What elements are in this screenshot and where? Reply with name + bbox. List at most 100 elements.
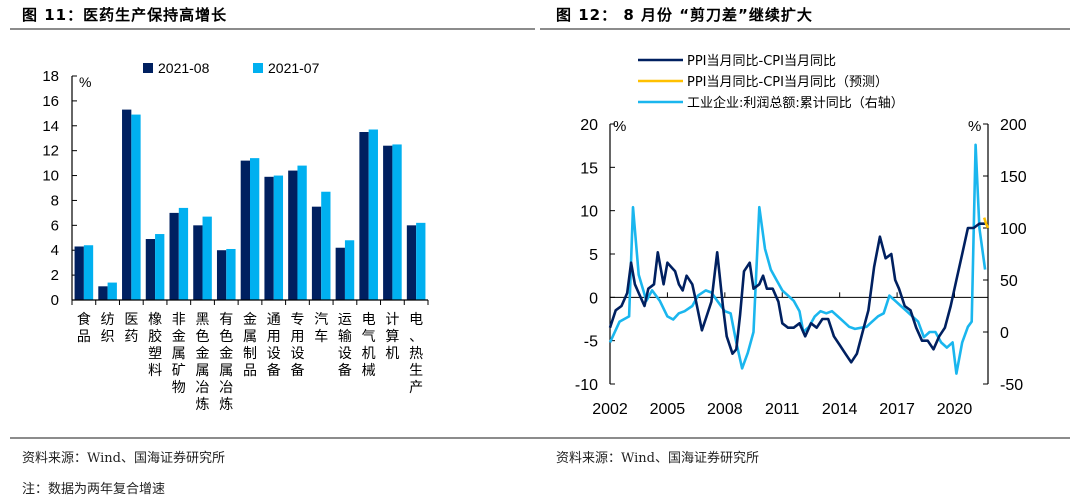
- x-tick-label-char: 用: [290, 329, 304, 345]
- bar-2021-07: [107, 282, 117, 300]
- right-y-axis-unit: %: [968, 118, 981, 135]
- x-tick-label-char: 料: [148, 363, 162, 379]
- x-tick-label-char: 、: [409, 329, 423, 345]
- bar-2021-07: [392, 144, 402, 300]
- legend-swatch: [253, 63, 263, 73]
- x-tick-label-char: 汽: [314, 312, 328, 328]
- x-tick-label: 2002: [592, 401, 628, 418]
- y-tick-label: 16: [42, 93, 59, 110]
- bar-chart-y-axis: 0 2 4 6 8 10 12 14 16 18%: [42, 68, 91, 309]
- bar-2021-08: [98, 286, 108, 300]
- bar-2021-07: [416, 222, 426, 300]
- line-chart-series: [608, 143, 990, 375]
- y-tick-label: 6: [51, 217, 59, 234]
- y-tick-label: 14: [42, 118, 59, 135]
- left-y-tick-label: 15: [580, 160, 598, 177]
- x-tick-label-char: 计: [385, 312, 399, 328]
- legend-label: 工业企业:利润总额:累计同比（右轴）: [687, 95, 904, 111]
- left-source-note: 资料来源：Wind、国海证券研究所: [22, 451, 225, 466]
- x-tick-label-char: 备: [338, 362, 352, 379]
- x-tick-label-char: 车: [314, 328, 328, 345]
- x-tick-label-char: 织: [101, 329, 115, 345]
- x-tick-label-char: 有: [219, 312, 233, 328]
- x-tick-label-char: 矿: [172, 363, 186, 379]
- bar-2021-07: [368, 129, 378, 300]
- x-tick-label-char: 属: [196, 363, 210, 379]
- x-tick-label-char: 算: [385, 329, 399, 345]
- x-tick-label-char: 冶: [219, 380, 233, 396]
- left-y-tick-label: -10: [575, 377, 598, 394]
- bar-2021-08: [335, 247, 345, 300]
- y-tick-label: 12: [42, 143, 59, 160]
- x-tick-label-char: 纺: [101, 312, 115, 328]
- x-tick-label-char: 设: [267, 346, 281, 362]
- bar-2021-08: [311, 206, 322, 300]
- bar-2021-08: [169, 212, 179, 300]
- x-tick-label: 2014: [822, 401, 858, 418]
- bar-2021-08: [216, 250, 227, 300]
- y-axis-unit: %: [79, 74, 91, 90]
- x-tick-label-char: 机: [385, 346, 399, 362]
- bar-chart-bars: [74, 109, 426, 300]
- x-tick-label-char: 备: [290, 362, 304, 379]
- x-tick-label-char: 设: [338, 346, 352, 362]
- x-tick-label-char: 品: [243, 363, 257, 379]
- right-y-tick-label: 50: [1000, 273, 1018, 290]
- bar-2021-07: [202, 216, 212, 300]
- line-chart-legend: PPI当月同比-CPI当月同比 PPI当月同比-CPI当月同比（预测） 工业企业:利…: [638, 54, 904, 111]
- legend-label: 2021-07: [268, 60, 320, 76]
- x-tick-label-char: 冶: [196, 380, 210, 396]
- x-tick-label-char: 金: [243, 312, 257, 328]
- bar-2021-07: [226, 248, 236, 300]
- bar-2021-08: [288, 170, 298, 300]
- x-tick-label-char: 药: [124, 329, 138, 345]
- bar-2021-08: [406, 225, 417, 300]
- bar-2021-08: [383, 145, 393, 300]
- y-tick-label: 10: [42, 168, 59, 185]
- y-tick-label: 4: [51, 242, 59, 259]
- x-tick-label-char: 橡: [148, 312, 162, 328]
- series-line-2: [608, 143, 987, 375]
- legend-label: 2021-08: [158, 60, 210, 76]
- x-tick-label-char: 炼: [196, 397, 210, 413]
- x-tick-label-char: 金: [172, 329, 186, 345]
- bar-2021-07: [273, 175, 284, 300]
- right-y-tick-label: 150: [1000, 169, 1027, 186]
- footer-divider: [10, 437, 1070, 439]
- bar-chart-legend: 2021-08 2021-07: [143, 60, 320, 76]
- x-tick-label-char: 热: [409, 346, 423, 362]
- left-y-tick-label: -5: [584, 334, 598, 351]
- x-tick-label-char: 金: [196, 346, 210, 362]
- right-y-tick-label: 100: [1000, 221, 1027, 238]
- x-tick-label-char: 气: [362, 329, 376, 345]
- legend-swatch: [143, 63, 153, 73]
- y-tick-label: 18: [42, 68, 59, 85]
- bar-2021-07: [321, 191, 331, 300]
- bar-2021-08: [74, 246, 84, 300]
- bar-2021-07: [178, 207, 189, 300]
- x-tick-label-char: 用: [267, 329, 281, 345]
- x-tick-label: 2005: [650, 401, 686, 418]
- bar-2021-08: [240, 160, 250, 300]
- x-tick-label-char: 属: [243, 329, 257, 345]
- bar-2021-07: [250, 158, 260, 300]
- right-y-tick-label: 0: [1000, 325, 1009, 342]
- right-source-note: 资料来源：Wind、国海证券研究所: [556, 451, 759, 466]
- left-y-tick-label: 0: [589, 290, 598, 307]
- bar-2021-08: [122, 109, 132, 300]
- bar-2021-07: [155, 234, 165, 300]
- x-tick-label-char: 黑: [196, 312, 210, 328]
- right-y-tick-label: -50: [1000, 377, 1023, 394]
- x-tick-label-char: 械: [362, 363, 376, 379]
- x-tick-label-char: 医: [124, 312, 138, 328]
- x-tick-label: 2008: [707, 401, 743, 418]
- x-tick-label-char: 备: [267, 362, 281, 379]
- x-tick-label-char: 机: [362, 346, 376, 362]
- series-line-0: [608, 222, 986, 364]
- bar-2021-07: [131, 114, 141, 300]
- bar-2021-07: [297, 165, 307, 300]
- line-chart: PPI当月同比-CPI当月同比 PPI当月同比-CPI当月同比（预测） 工业企业:利…: [575, 54, 1027, 418]
- x-tick-label-char: 色: [196, 328, 210, 345]
